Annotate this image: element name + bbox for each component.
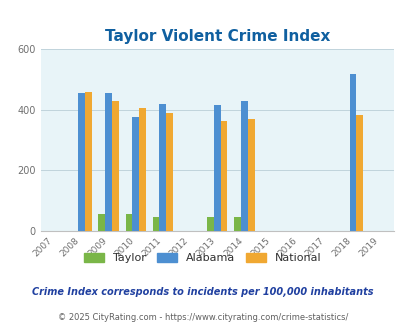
Bar: [98, 214, 105, 231]
Legend: Taylor, Alabama, National: Taylor, Alabama, National: [79, 248, 326, 268]
Bar: [125, 214, 132, 231]
Bar: [78, 93, 85, 231]
Bar: [112, 101, 118, 231]
Bar: [159, 104, 166, 231]
Bar: [207, 217, 213, 231]
Bar: [234, 217, 241, 231]
Bar: [349, 74, 356, 231]
Bar: [247, 119, 254, 231]
Bar: [152, 217, 159, 231]
Bar: [220, 120, 227, 231]
Bar: [139, 109, 145, 231]
Title: Taylor Violent Crime Index: Taylor Violent Crime Index: [104, 29, 329, 44]
Bar: [105, 93, 112, 231]
Text: © 2025 CityRating.com - https://www.cityrating.com/crime-statistics/: © 2025 CityRating.com - https://www.city…: [58, 313, 347, 322]
Bar: [356, 115, 362, 231]
Text: Crime Index corresponds to incidents per 100,000 inhabitants: Crime Index corresponds to incidents per…: [32, 287, 373, 297]
Bar: [85, 92, 91, 231]
Bar: [166, 113, 173, 231]
Bar: [132, 116, 139, 231]
Bar: [213, 106, 220, 231]
Bar: [241, 101, 247, 231]
